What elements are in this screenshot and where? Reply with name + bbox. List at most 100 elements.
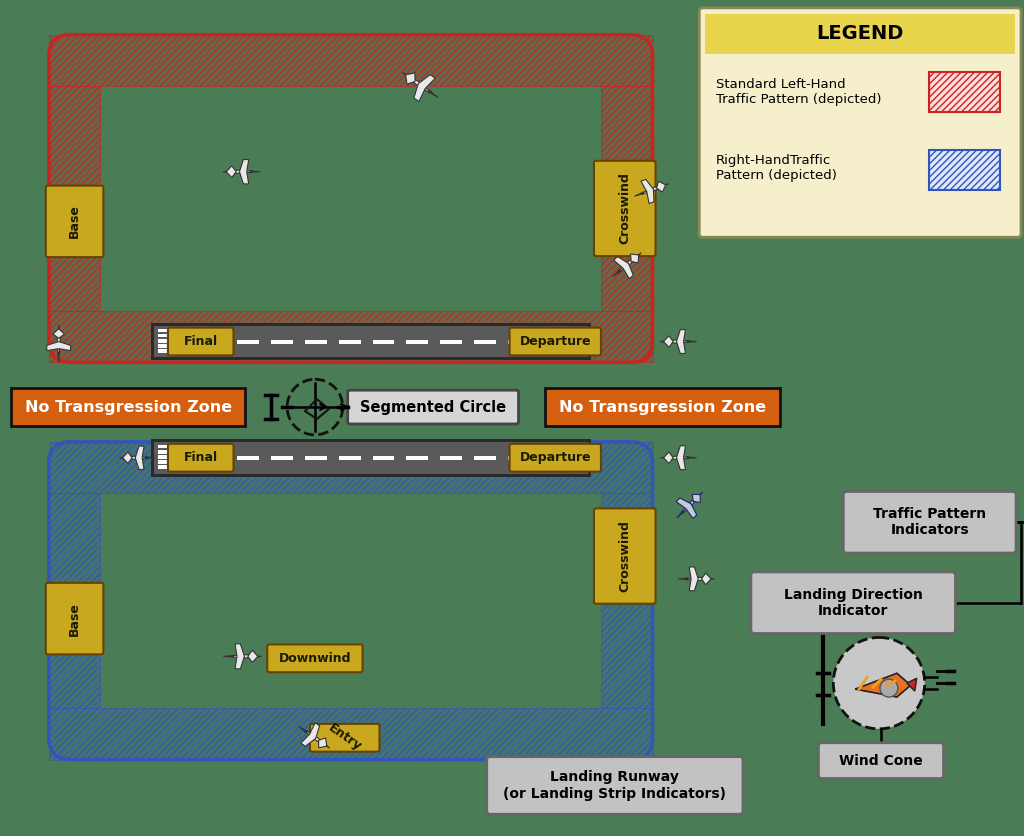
Circle shape (428, 89, 431, 94)
Bar (204, 339, 225, 344)
Text: Wind Cone: Wind Cone (839, 753, 923, 767)
Polygon shape (692, 494, 700, 502)
FancyBboxPatch shape (594, 508, 655, 604)
Bar (49, 708, 652, 760)
Bar (238, 456, 259, 460)
Bar (339, 456, 360, 460)
Bar (11, 388, 246, 426)
Circle shape (641, 191, 644, 195)
Bar (238, 339, 259, 344)
Polygon shape (855, 673, 910, 697)
Polygon shape (678, 578, 715, 580)
Polygon shape (301, 723, 319, 747)
Bar (407, 456, 428, 460)
Text: Final: Final (183, 451, 218, 464)
Bar (158, 339, 169, 343)
Bar (158, 450, 169, 454)
Polygon shape (656, 181, 666, 192)
FancyBboxPatch shape (267, 645, 362, 672)
Polygon shape (298, 726, 330, 748)
Bar (49, 442, 652, 493)
Text: LEGEND: LEGEND (816, 24, 904, 43)
Bar (158, 329, 169, 332)
Text: Departure: Departure (519, 451, 591, 464)
Text: Standard Left-Hand
Traffic Pattern (depicted): Standard Left-Hand Traffic Pattern (depi… (716, 79, 882, 106)
Text: Traffic Pattern
Indicators: Traffic Pattern Indicators (873, 507, 986, 538)
Bar (154, 442, 588, 474)
FancyBboxPatch shape (168, 444, 233, 472)
Bar (158, 455, 169, 459)
Circle shape (686, 340, 689, 343)
Bar (706, 14, 1015, 54)
Text: Segmented Circle: Segmented Circle (360, 400, 506, 415)
FancyBboxPatch shape (46, 583, 103, 655)
Bar (49, 493, 100, 708)
Bar (49, 311, 652, 362)
Polygon shape (414, 74, 435, 101)
Bar (339, 339, 360, 344)
Polygon shape (660, 340, 696, 343)
Circle shape (685, 578, 688, 580)
FancyBboxPatch shape (486, 757, 743, 814)
Polygon shape (135, 446, 144, 469)
FancyBboxPatch shape (699, 8, 1021, 237)
Circle shape (304, 730, 307, 733)
Text: No Transgression Zone: No Transgression Zone (559, 400, 766, 415)
Circle shape (880, 679, 898, 697)
FancyBboxPatch shape (510, 444, 601, 472)
Text: Base: Base (68, 602, 81, 635)
Bar (49, 86, 100, 311)
FancyBboxPatch shape (348, 390, 518, 424)
Bar (305, 339, 327, 344)
Text: Crosswind: Crosswind (618, 520, 631, 592)
Bar (158, 334, 169, 338)
Bar (158, 349, 169, 353)
Circle shape (686, 456, 689, 459)
Text: No Transgression Zone: No Transgression Zone (25, 400, 231, 415)
Polygon shape (664, 452, 673, 463)
Bar (440, 339, 462, 344)
Bar (601, 493, 652, 708)
Bar (929, 150, 1000, 190)
Bar (49, 34, 652, 86)
Polygon shape (248, 650, 258, 662)
Bar (158, 445, 169, 448)
Circle shape (230, 655, 233, 658)
Circle shape (145, 456, 148, 459)
Bar (373, 339, 394, 344)
Polygon shape (660, 456, 696, 459)
Polygon shape (223, 655, 261, 658)
Text: Landing Runway
(or Landing Strip Indicators): Landing Runway (or Landing Strip Indicat… (504, 770, 726, 801)
Polygon shape (47, 342, 71, 350)
FancyBboxPatch shape (751, 572, 955, 634)
Polygon shape (402, 73, 438, 98)
Text: Landing Direction
Indicator: Landing Direction Indicator (783, 588, 923, 618)
Bar (407, 339, 428, 344)
Bar (158, 461, 169, 464)
Bar (474, 456, 496, 460)
Bar (49, 311, 652, 362)
Text: Entry: Entry (326, 721, 364, 754)
Polygon shape (406, 73, 415, 84)
Bar (271, 339, 293, 344)
Bar (152, 323, 591, 360)
Text: Base: Base (68, 205, 81, 238)
Polygon shape (701, 573, 711, 584)
FancyBboxPatch shape (818, 742, 943, 778)
Polygon shape (631, 254, 639, 263)
Bar (49, 708, 652, 760)
FancyBboxPatch shape (168, 328, 233, 355)
Circle shape (681, 510, 684, 513)
Polygon shape (234, 644, 245, 669)
Bar (154, 326, 588, 358)
Bar (158, 344, 169, 348)
Polygon shape (907, 678, 916, 691)
Bar (929, 73, 1000, 112)
Circle shape (250, 171, 253, 173)
Polygon shape (318, 738, 327, 747)
Bar (49, 34, 652, 86)
Text: Right-HandTraffic
Pattern (depicted): Right-HandTraffic Pattern (depicted) (716, 154, 837, 181)
FancyBboxPatch shape (510, 328, 601, 355)
FancyBboxPatch shape (594, 161, 655, 256)
Polygon shape (119, 456, 155, 459)
